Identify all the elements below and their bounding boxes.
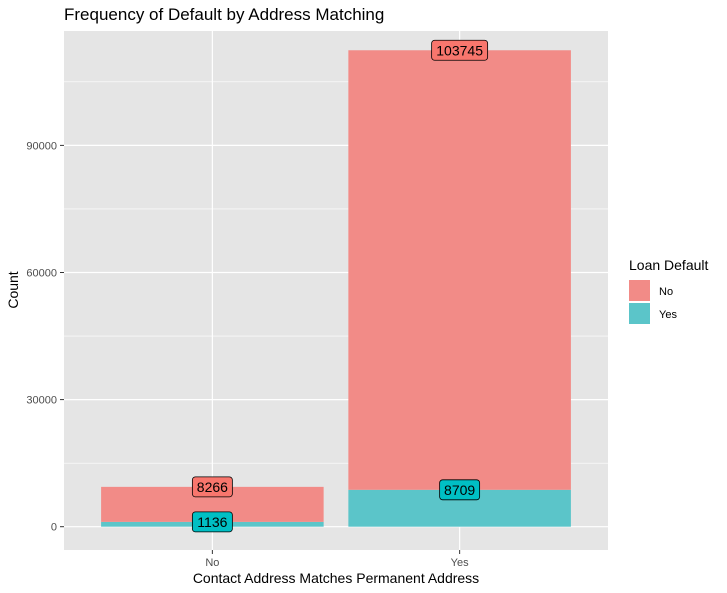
legend-title: Loan Default — [629, 257, 709, 273]
data-labels: 1136 8266 8709 103745 — [191, 39, 489, 533]
data-label: 103745 — [431, 39, 489, 61]
data-label-text: 103745 — [436, 42, 483, 58]
data-label-text: 8709 — [444, 482, 475, 498]
data-label-box — [439, 479, 481, 501]
data-label-text: 1136 — [197, 514, 227, 530]
legend: Loan Default No Yes — [629, 257, 709, 324]
y-axis: 0 30000 60000 90000 — [26, 140, 64, 534]
data-label-box — [431, 39, 489, 61]
legend-label-yes: Yes — [659, 309, 677, 321]
data-label: 1136 — [191, 511, 233, 533]
y-tick-label: 0 — [51, 522, 57, 534]
y-tick-label: 30000 — [26, 395, 57, 407]
y-axis-title: Count — [5, 271, 21, 308]
x-axis: No Yes — [205, 550, 469, 569]
bar-yes-no — [348, 50, 571, 490]
data-label-box — [191, 511, 233, 533]
legend-key-yes — [629, 303, 650, 324]
data-label: 8266 — [191, 476, 233, 498]
data-label-box — [191, 476, 233, 498]
data-label: 8709 — [439, 479, 481, 501]
x-axis-title: Contact Address Matches Permanent Addres… — [193, 570, 479, 586]
legend-label-no: No — [659, 286, 673, 298]
x-tick-label: No — [205, 557, 219, 569]
chart-title: Frequency of Default by Address Matching — [64, 5, 384, 24]
y-tick-label: 90000 — [26, 140, 57, 152]
x-tick-label: Yes — [451, 557, 469, 569]
y-tick-label: 60000 — [26, 267, 57, 279]
legend-key-no — [629, 280, 650, 301]
data-label-text: 8266 — [197, 479, 228, 495]
